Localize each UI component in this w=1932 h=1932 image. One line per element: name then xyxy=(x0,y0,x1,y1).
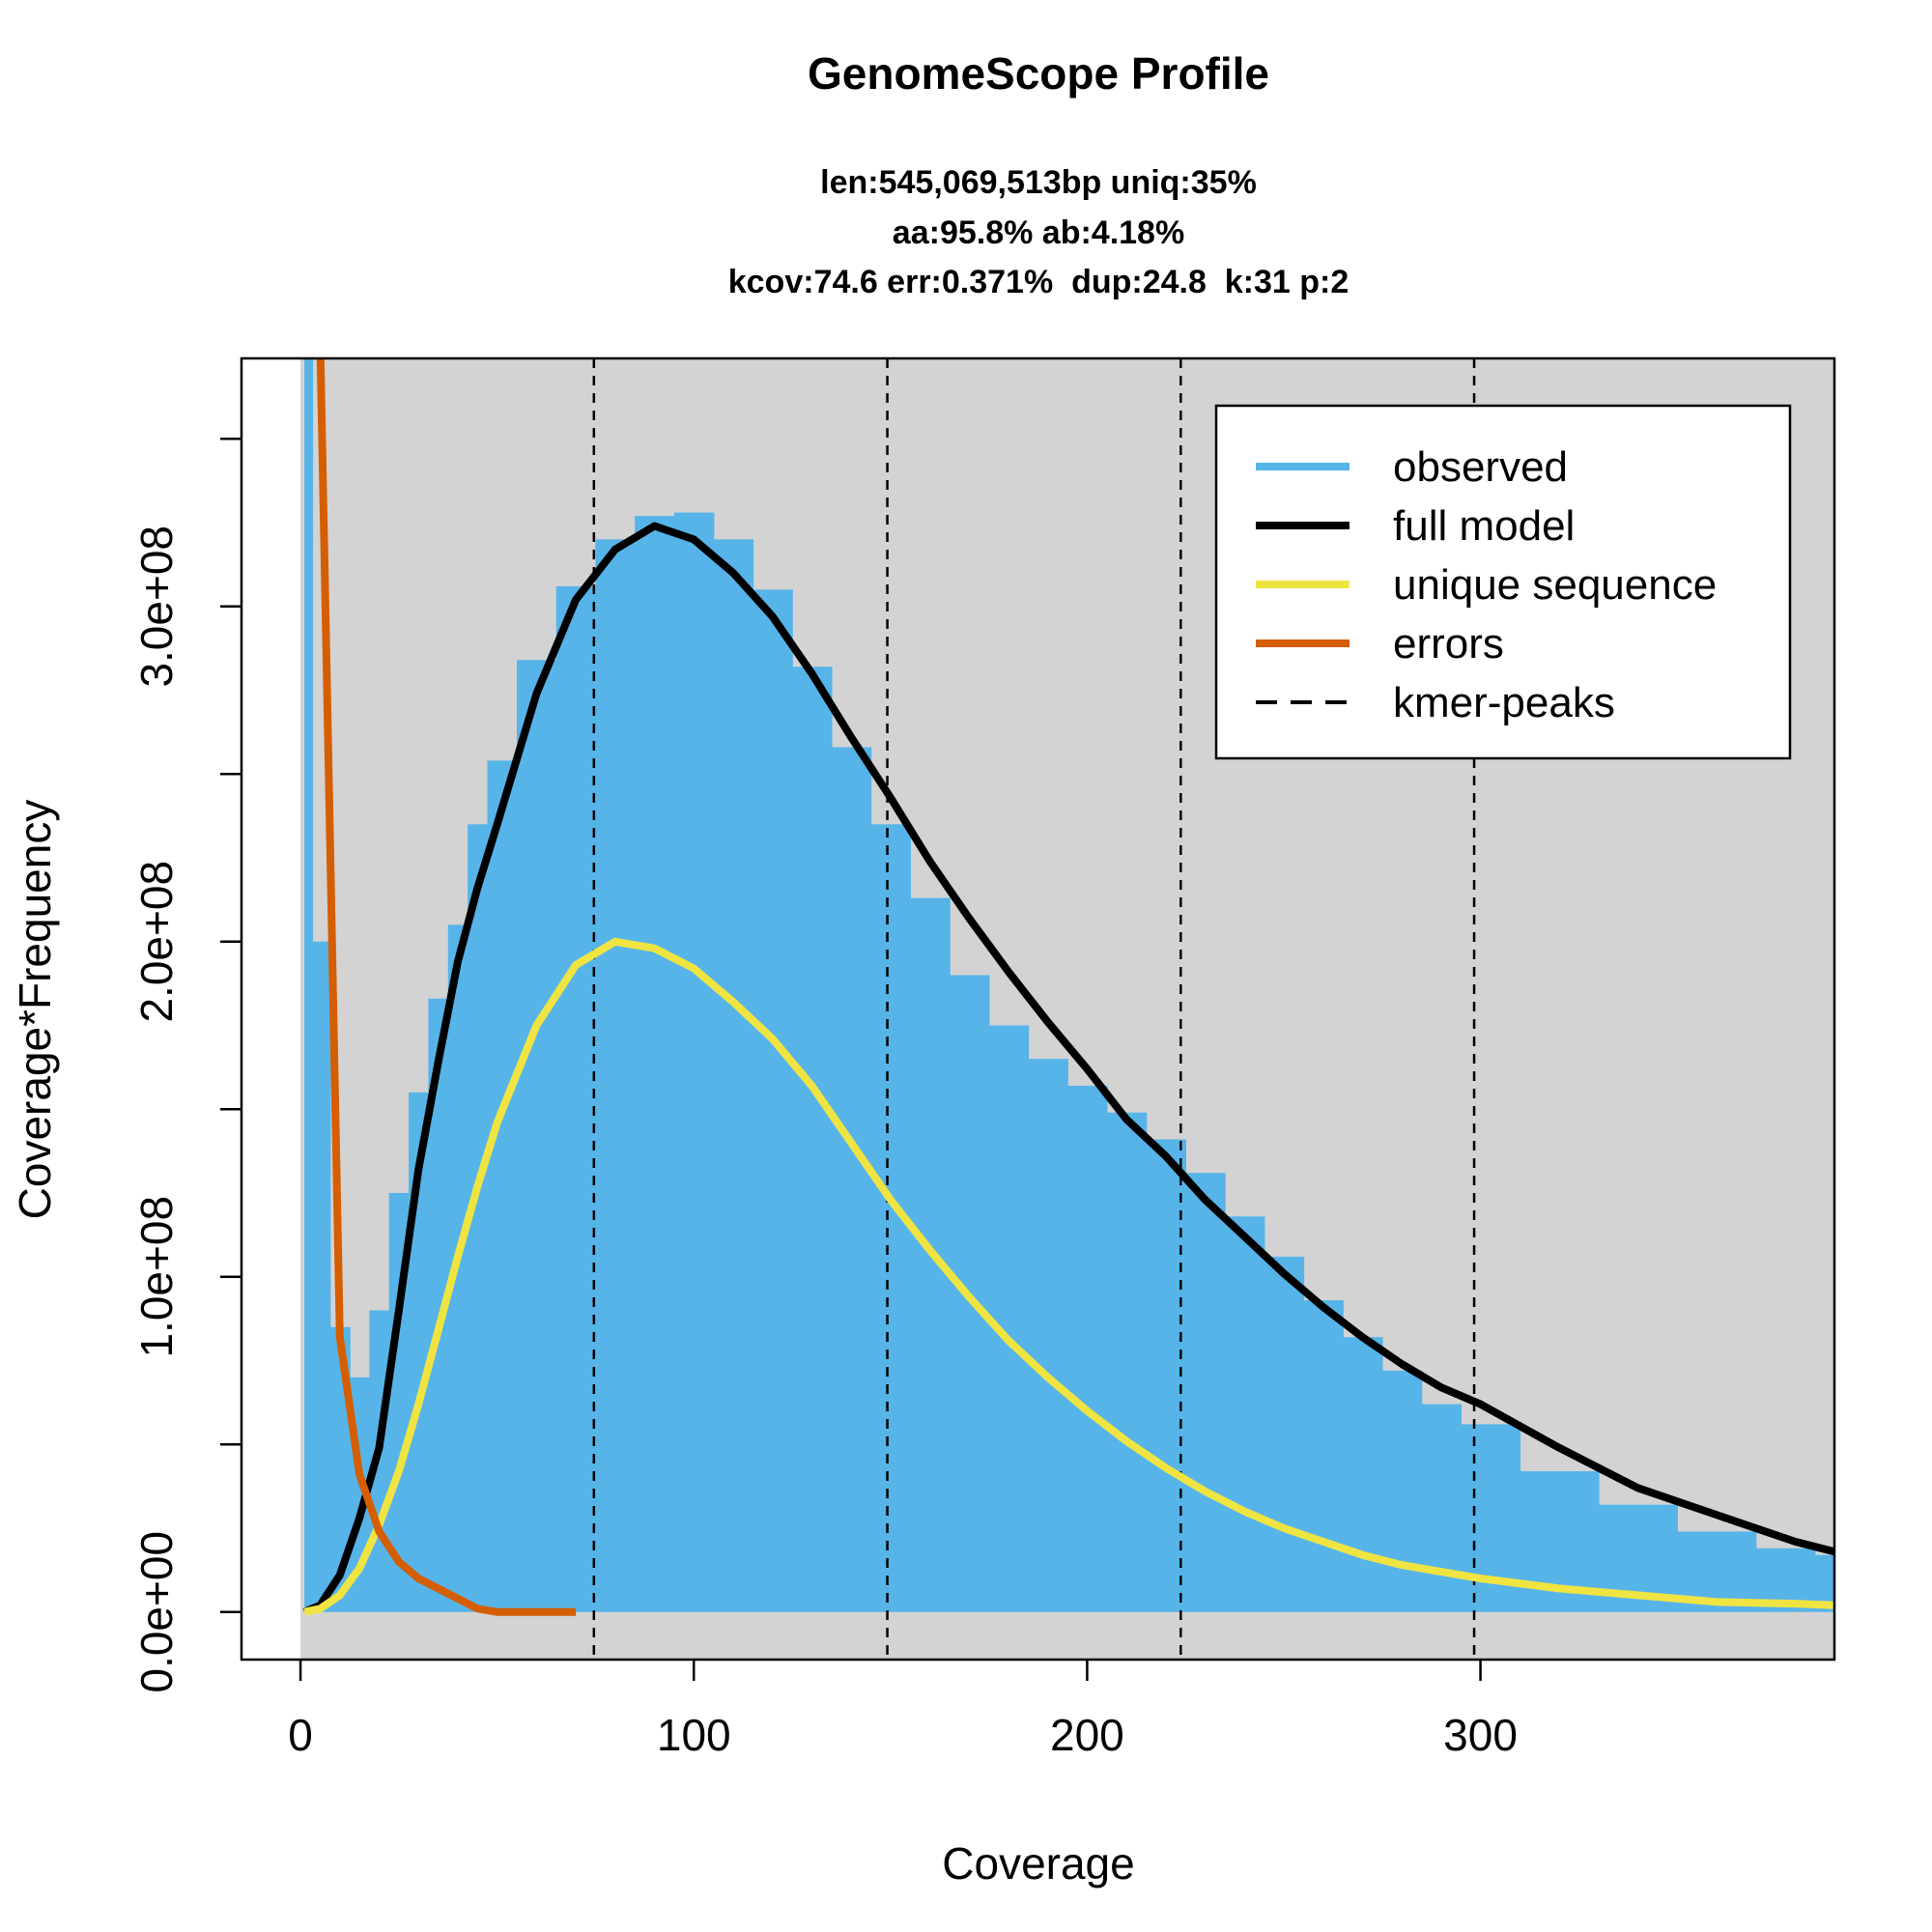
observed-bar xyxy=(1028,1059,1068,1612)
observed-bar xyxy=(713,539,754,1612)
observed-bar xyxy=(831,747,872,1612)
x-axis-label: Coverage xyxy=(942,1838,1134,1889)
observed-bar xyxy=(487,760,518,1612)
observed-bar xyxy=(1814,1554,1834,1612)
observed-bar xyxy=(1224,1216,1265,1612)
observed-bar xyxy=(468,824,489,1612)
y-tick-label: 0.0e+00 xyxy=(131,1531,182,1693)
y-axis-label: Coverage*Frequency xyxy=(10,800,60,1220)
model-line xyxy=(303,937,1834,1616)
legend-label: errors xyxy=(1393,620,1504,668)
y-tick-label: 1.0e+08 xyxy=(131,1196,182,1358)
observed-bar xyxy=(635,516,675,1612)
y-tick-label: 3.0e+08 xyxy=(131,526,182,688)
x-tick-label: 300 xyxy=(1443,1710,1518,1760)
observed-bar xyxy=(304,358,314,1612)
legend: observed full model unique sequence errors k… xyxy=(1214,404,1792,760)
observed-bar xyxy=(988,1025,1030,1612)
y-tick-label: 2.0e+08 xyxy=(131,861,182,1023)
observed-bar xyxy=(1303,1300,1344,1612)
model-line xyxy=(316,358,577,1616)
legend-label: unique sequence xyxy=(1393,561,1717,609)
observed-bar xyxy=(792,667,833,1612)
chart-title: GenomeScope Profile xyxy=(808,48,1269,99)
observed-bar xyxy=(673,512,715,1612)
subtitle: aa:95.8% ab:4.18% xyxy=(893,214,1184,251)
legend-label: observed xyxy=(1393,443,1568,491)
observed-bar xyxy=(1106,1112,1148,1612)
x-tick-label: 100 xyxy=(657,1710,731,1760)
observed-bar xyxy=(1185,1173,1226,1612)
model-line xyxy=(302,522,1834,1616)
observed-bar xyxy=(1381,1370,1423,1612)
observed-bar xyxy=(1343,1337,1383,1612)
x-tick-label: 0 xyxy=(288,1710,313,1760)
observed-bar xyxy=(1067,1085,1108,1612)
subtitle: kcov:74.6 err:0.371% dup:24.8 k:31 p:2 xyxy=(728,264,1350,300)
observed-bar xyxy=(1264,1256,1305,1612)
subtitle: len:545,069,513bp uniq:35% xyxy=(820,164,1257,201)
legend-label: kmer-peaks xyxy=(1393,679,1615,726)
x-tick-label: 200 xyxy=(1050,1710,1124,1760)
observed-bar xyxy=(595,539,636,1612)
plot-frame xyxy=(240,356,1836,1662)
observed-bar xyxy=(753,589,793,1612)
observed-bar xyxy=(1421,1404,1462,1612)
observed-bar xyxy=(555,585,597,1612)
observed-bar xyxy=(428,998,449,1612)
observed-bar xyxy=(517,660,557,1612)
legend-label: full model xyxy=(1393,502,1575,550)
observed-bar xyxy=(312,941,331,1612)
